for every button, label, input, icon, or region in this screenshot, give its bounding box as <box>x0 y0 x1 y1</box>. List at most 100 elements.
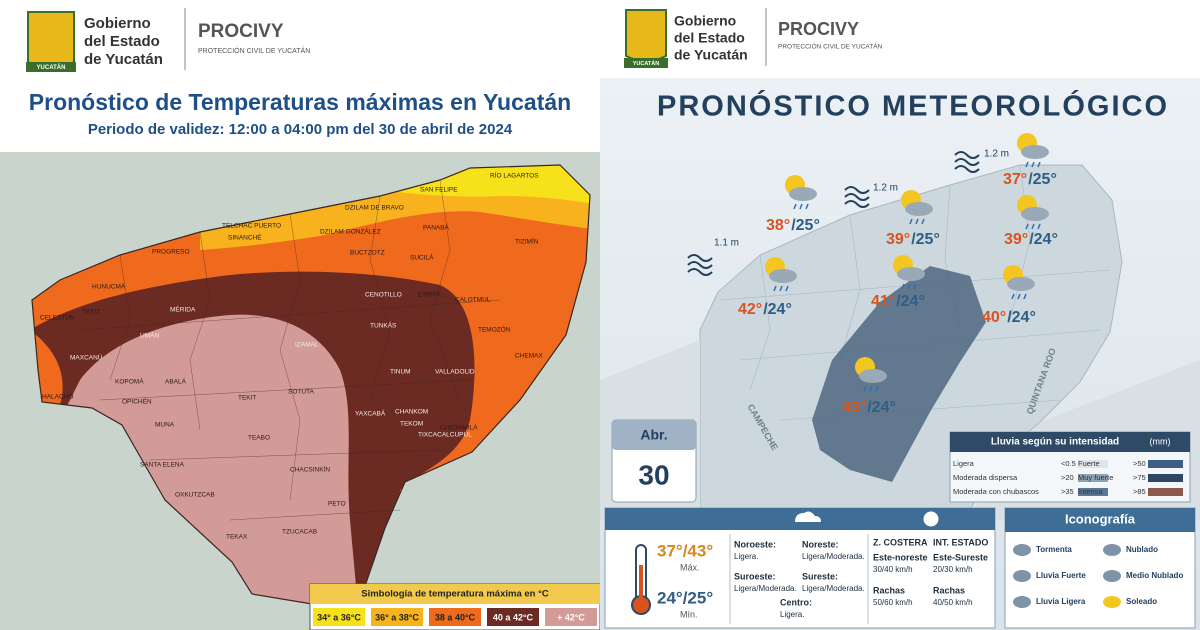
agency: PROCIVY <box>198 21 284 42</box>
rain-legend-header <box>950 432 1190 452</box>
municipality-label: HALACHÓ <box>42 392 73 401</box>
rain-label: Ligera <box>953 459 975 468</box>
municipality-label: MAXCANÚ <box>70 353 103 362</box>
legend-label: 38 a 40°C <box>435 612 476 622</box>
municipality-label: DZILAM DE BRAVO <box>345 205 404 212</box>
cloud-icon <box>1007 277 1035 291</box>
wind-region: Centro: <box>780 597 812 607</box>
forecast-min: /24° <box>896 293 925 310</box>
municipality-label: CHEMAX <box>515 353 543 360</box>
forecast-min: /25° <box>1028 171 1057 188</box>
org-name: de Yucatán <box>84 51 163 68</box>
cloud-icon <box>859 369 887 383</box>
municipality-label: CALOTMUL <box>455 297 491 304</box>
legend-title: Simbología de temperatura máxima en °C <box>361 589 549 600</box>
municipality-label: TINUM <box>390 369 411 376</box>
forecast-min: /25° <box>791 217 820 234</box>
coast-speed: 30/40 km/h <box>873 565 913 574</box>
municipality-label: TEABO <box>248 435 270 442</box>
municipality-label: CHACSINKÍN <box>290 465 330 474</box>
logo-label: YUCATÁN <box>633 60 660 67</box>
rain-threshold: >35 <box>1061 487 1074 496</box>
municipality-label: TZUCACAB <box>282 529 317 536</box>
wind-value: Ligera. <box>780 610 804 619</box>
rain-drops <box>1025 161 1041 168</box>
icon-label: Soleado <box>1126 597 1157 606</box>
rain-threshold: >85 <box>1133 487 1146 496</box>
org-name: del Estado <box>84 33 160 50</box>
date-card-top <box>612 420 696 450</box>
max-label: Máx. <box>680 562 700 572</box>
cloud-icon <box>905 202 933 216</box>
forecast-max: 43° <box>842 399 866 416</box>
municipality-label: BUCTZOTZ <box>350 250 385 257</box>
org-name: de Yucatán <box>674 47 748 63</box>
wind-value: Ligera/Moderada. <box>802 584 865 593</box>
rain-legend-title: Lluvia según su intensidad <box>991 437 1119 448</box>
municipality-label: ESPITA <box>418 292 441 299</box>
forecast-labels: 37°/25°38°/25°39°/25° 39°/24°42°/24° 41°/2… <box>738 133 1058 416</box>
icon-symbol <box>1103 544 1121 556</box>
municipality-label: SOTUTA <box>288 389 315 396</box>
wind-region: Noroeste: <box>734 539 776 549</box>
left-header: YUCATÁN Gobierno del Estado de Yucatán P… <box>26 8 310 72</box>
municipality-label: TEMOZÓN <box>478 325 511 334</box>
iconography-title: Iconografía <box>1065 511 1136 526</box>
summary-box: 37°/43° Máx. 24°/25° Mín. Noroeste: Lige… <box>604 507 996 629</box>
municipality-label: SUCILÁ <box>410 253 434 262</box>
municipality-label: TUNKÁS <box>370 321 397 330</box>
thermometer-fill <box>639 565 643 603</box>
rain-swatch <box>1148 474 1183 482</box>
temperature-legend: Simbología de temperatura máxima en °C 3… <box>309 583 601 630</box>
rain-threshold: >50 <box>1133 459 1146 468</box>
forecast-max: 40° <box>982 309 1006 326</box>
subtitle: Periodo de validez: 12:00 a 04:00 pm del… <box>88 121 513 138</box>
coast-gust-label: Rachas <box>873 585 905 595</box>
title: PRONÓSTICO METEOROLÓGICO <box>657 89 1169 123</box>
legend-header <box>310 584 600 604</box>
municipality-label: MUNA <box>155 422 175 429</box>
rain-drops <box>793 203 809 210</box>
municipality-label: CHICHIMILÁ <box>440 423 478 432</box>
inland-gust: 40/50 km/h <box>933 598 973 607</box>
forecast-max: 42° <box>738 301 762 318</box>
municipality-label: PETO <box>328 501 346 508</box>
rain-threshold: >20 <box>1061 473 1074 482</box>
legend-swatch <box>371 608 423 626</box>
icon-symbol <box>1103 570 1121 582</box>
municipal-borders <box>79 179 501 521</box>
municipality-label: DZILAM GONZÁLEZ <box>320 227 381 236</box>
municipality-label: CHANKOM <box>395 409 428 416</box>
forecast-min: /24° <box>1029 231 1058 248</box>
municipality-label: PANABÁ <box>423 223 450 232</box>
icon-label: Lluvia Ligera <box>1036 597 1086 606</box>
rain-swatch <box>1078 488 1108 496</box>
wind-value: Ligera/Moderada. <box>734 584 797 593</box>
agency-sub: PROTECCIÓN CIVIL DE YUCATÁN <box>778 42 883 51</box>
municipality-label: KOPOMÁ <box>115 377 144 386</box>
legend-swatch <box>313 608 365 626</box>
title: Pronóstico de Temperaturas máximas en Yu… <box>29 89 571 115</box>
municipality-label: TELCHAC PUERTO <box>222 223 281 230</box>
legend-label: 34° a 36°C <box>317 612 361 622</box>
rain-label: Moderada dispersa <box>953 473 1018 482</box>
forecast-min: /24° <box>1007 309 1036 326</box>
right-header: YUCATÁN Gobierno del Estado de Yucatán P… <box>624 8 883 68</box>
municipality-label: ABALÁ <box>165 377 187 386</box>
municipality-label: RÍO LAGARTOS <box>490 171 539 180</box>
forecast-min: /25° <box>911 231 940 248</box>
date-card: Abr. 30 <box>611 419 697 503</box>
rain-swatch <box>1078 474 1108 482</box>
legend-label: + 42°C <box>557 612 585 622</box>
wind-region: Suroeste: <box>734 571 776 581</box>
municipality-labels: RÍO LAGARTOS SAN FELIPE DZILAM DE BRAVO … <box>40 171 543 541</box>
municipality-label: TEKAX <box>226 534 248 541</box>
municipality-label: CELESTÚN <box>40 313 75 322</box>
municipality-label: TIZIMÍN <box>515 237 539 246</box>
icon-symbol <box>1013 570 1031 582</box>
rain-legend: Lluvia según su intensidad (mm) Ligera <0… <box>949 431 1191 503</box>
icon-symbol <box>1013 544 1031 556</box>
rain-threshold: >75 <box>1133 473 1146 482</box>
cloud-icon <box>769 269 797 283</box>
municipality-label: SINANCHÉ <box>228 233 262 242</box>
